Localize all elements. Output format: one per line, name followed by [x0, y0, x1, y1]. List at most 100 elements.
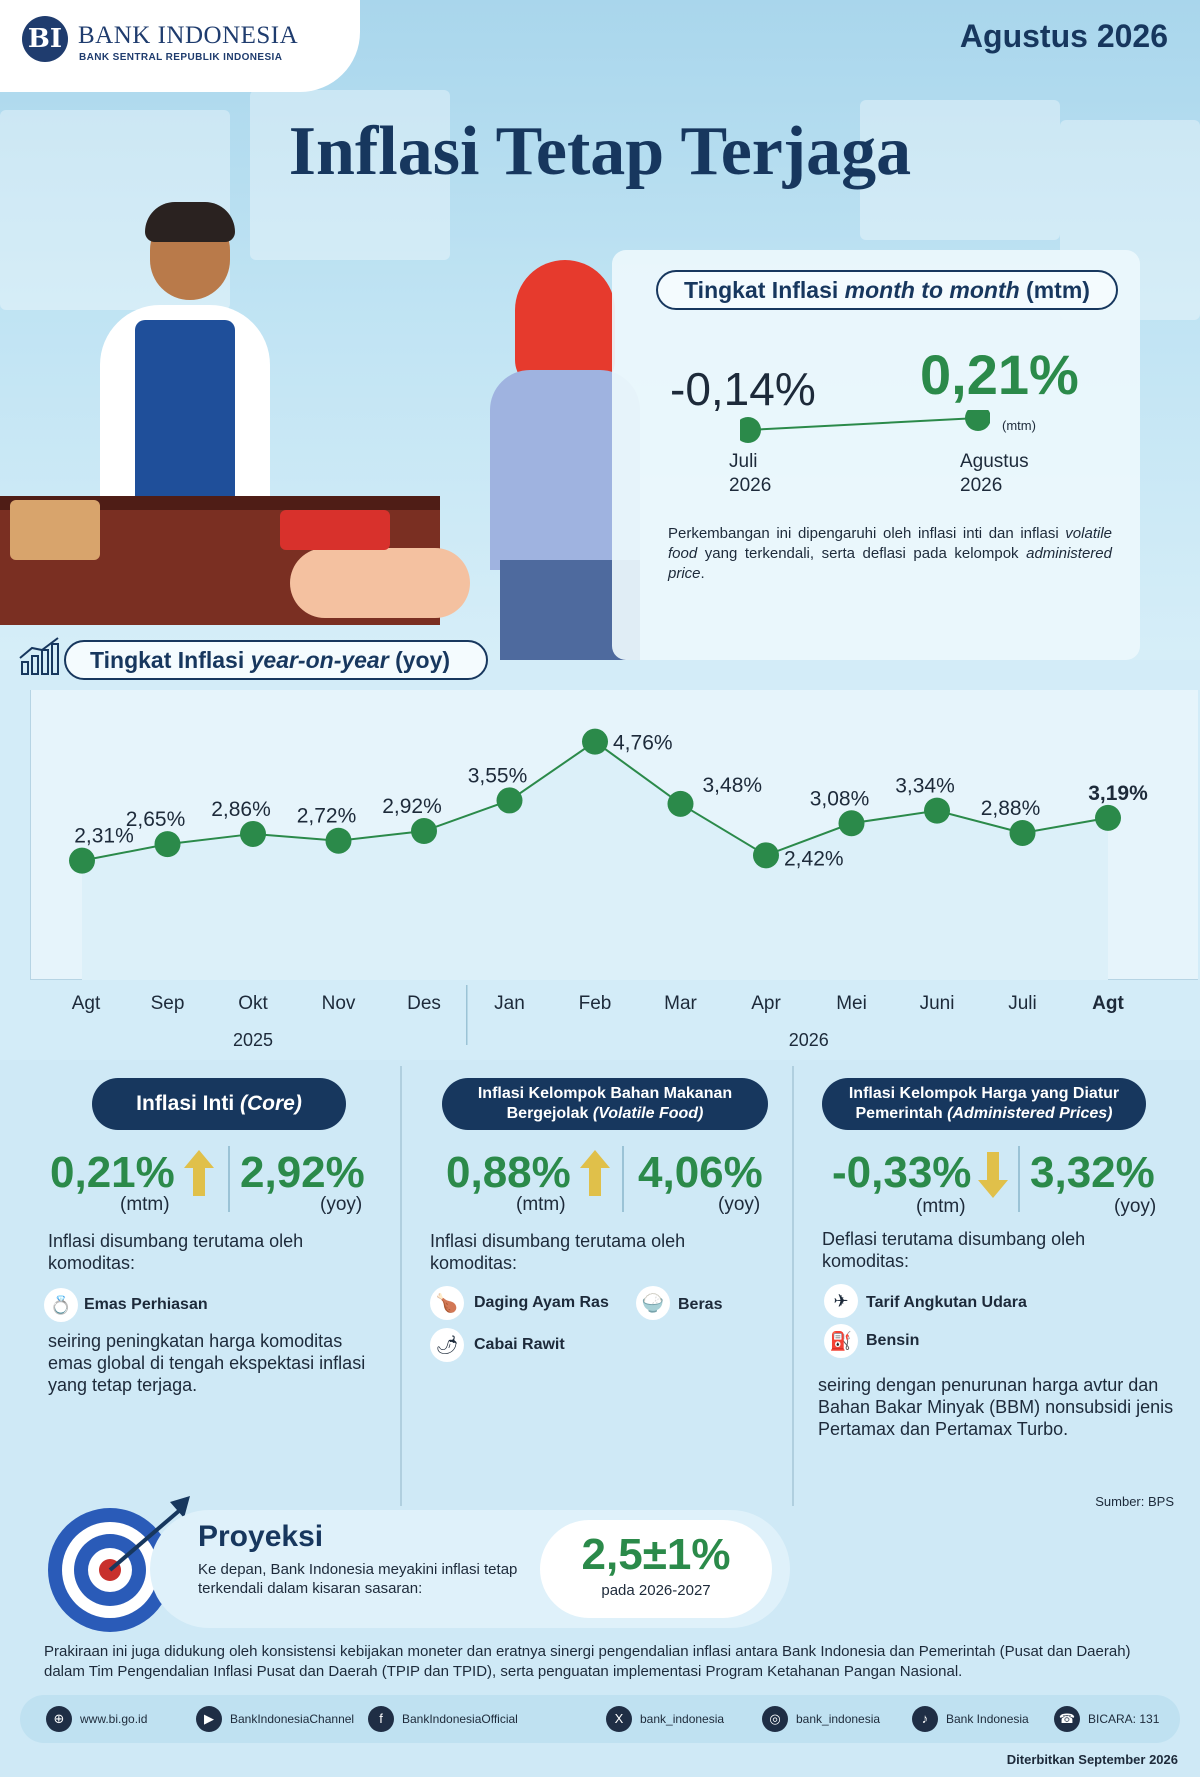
x-tick-label: Jan [494, 993, 525, 1014]
administered-title-italic: (Administered Prices) [947, 1105, 1113, 1122]
data-label: 2,42% [784, 847, 844, 870]
data-point[interactable] [69, 847, 95, 874]
data-point[interactable] [1009, 819, 1036, 846]
report-period: Agustus 2026 [959, 18, 1168, 54]
instagram-icon[interactable]: ◎ [762, 1706, 788, 1732]
x-icon[interactable]: X [606, 1706, 632, 1732]
data-point[interactable] [325, 827, 352, 854]
social-link[interactable]: www.bi.go.id [80, 1712, 148, 1726]
social-link[interactable]: bank_indonesia [640, 1712, 725, 1726]
data-label: 3,55% [468, 764, 528, 787]
data-point[interactable] [1095, 804, 1121, 831]
volatile-title-line2: Bergejolak [506, 1105, 593, 1122]
projection-text: Ke depan, Bank Indonesia meyakini inflas… [198, 1561, 518, 1597]
tiktok-icon[interactable]: ♪ [912, 1706, 938, 1732]
x-tick-label: Sep [151, 993, 185, 1014]
social-link[interactable]: bank_indonesia [796, 1712, 881, 1726]
globe-icon[interactable]: ⊕ [46, 1706, 72, 1732]
data-label: 2,65% [126, 808, 186, 831]
volatile-item: Cabai Rawit [474, 1336, 565, 1353]
target-icon [48, 1496, 190, 1632]
facebook-icon[interactable]: f [368, 1706, 394, 1732]
mtm-card [612, 250, 1140, 660]
mtm-desc-italic: volatile food [668, 525, 1112, 562]
social-link[interactable]: BankIndonesiaOfficial [402, 1712, 518, 1726]
data-point[interactable] [667, 790, 694, 817]
data-label: 3,19% [1088, 782, 1148, 805]
youtube-icon[interactable]: ▶ [196, 1706, 222, 1732]
egg-tray [10, 500, 100, 560]
data-point[interactable] [753, 842, 779, 869]
data-point[interactable] [411, 818, 437, 845]
volatile-mtm-value: 0,88% [446, 1148, 571, 1197]
mtm-prev-month: Juli [729, 451, 758, 472]
published-date: Diterbitkan September 2026 [1006, 1752, 1178, 1767]
yoy-line-chart: 2,31% Agt 2,65% Sep 2,86% Okt 2,72% Nov 2,92% Des… [69, 728, 1148, 1050]
data-point[interactable] [838, 810, 865, 837]
chili-icon: 🌶 [430, 1328, 464, 1362]
growth-chart-icon [19, 637, 59, 675]
social-link[interactable]: BankIndonesiaChannel [230, 1712, 355, 1726]
year-group-label: 2026 [789, 1030, 829, 1050]
data-point[interactable] [582, 728, 608, 755]
volatile-yoy-unit: (yoy) [718, 1194, 761, 1215]
org-subtitle: BANK SENTRAL REPUBLIK INDONESIA [79, 52, 283, 63]
mtm-cur-value: 0,21% [920, 343, 1079, 406]
administered-yoy-unit: (yoy) [1114, 1196, 1157, 1217]
data-label: 2,72% [297, 805, 357, 828]
yoy-heading: Tingkat Inflasi year-on-year (yoy) [64, 640, 488, 680]
data-label: 4,76% [613, 732, 673, 755]
series-area [82, 741, 1108, 980]
administered-title-line1: Inflasi Kelompok Harga yang Diatur [848, 1085, 1120, 1102]
down-arrow-icon [978, 1152, 1008, 1198]
yoy-heading-italic: year-on-year [250, 647, 389, 673]
administered-title: Inflasi Kelompok Harga yang Diatur Pemeri… [822, 1078, 1146, 1130]
up-arrow-icon [580, 1150, 610, 1196]
bicara-icon[interactable]: ☎ [1054, 1706, 1080, 1732]
rice-icon: 🍚 [636, 1286, 670, 1320]
mtm-desc-part: . [700, 565, 705, 582]
mtm-heading-prefix: Tingkat Inflasi [684, 277, 845, 303]
data-point[interactable] [924, 797, 950, 824]
up-arrow-icon [184, 1150, 214, 1196]
source-note: Sumber: BPS [1095, 1494, 1174, 1509]
column-divider [400, 1066, 402, 1506]
value-separator [622, 1146, 624, 1212]
projection-period: pada 2026-2027 [601, 1582, 711, 1599]
mtm-prev-year: 2026 [729, 475, 772, 496]
butcher-figure [90, 202, 280, 520]
mtm-cur-point [965, 410, 990, 431]
footnote: Prakiraan ini juga didukung oleh konsist… [44, 1643, 1131, 1680]
core-item: Emas Perhiasan [84, 1296, 208, 1313]
social-link[interactable]: BICARA: 131 [1088, 1712, 1160, 1726]
mtm-connector [740, 410, 990, 443]
data-label: 3,08% [810, 787, 870, 810]
mtm-cur-month: Agustus [960, 451, 1029, 472]
projection-title: Proyeksi [198, 1520, 324, 1553]
yoy-heading-suffix: (yoy) [388, 647, 451, 673]
mtm-heading: Tingkat Inflasi month to month (mtm) [656, 270, 1118, 310]
volatile-title-line1: Inflasi Kelompok Bahan Makanan [477, 1085, 733, 1102]
core-title-italic: (Core) [240, 1092, 302, 1115]
data-point[interactable] [240, 820, 266, 847]
data-label: 2,92% [382, 795, 442, 818]
volatile-title: Inflasi Kelompok Bahan Makanan Bergejolak… [442, 1078, 768, 1130]
scale [280, 510, 390, 550]
mtm-cur-unit: (mtm) [1002, 418, 1036, 433]
x-tick-label: Des [407, 993, 441, 1014]
volatile-intro: Inflasi disumbang terutama oleh komodita… [430, 1231, 686, 1273]
yoy-heading-prefix: Tingkat Inflasi [90, 647, 251, 673]
core-mtm-value: 0,21% [50, 1148, 175, 1197]
social-link[interactable]: Bank Indonesia [946, 1712, 1029, 1726]
x-tick-label: Mei [836, 993, 867, 1014]
administered-intro: Deflasi terutama disumbang oleh komodita… [822, 1229, 1086, 1271]
core-note: seiring peningkatan harga komoditas emas… [48, 1331, 366, 1395]
projection-target-box [540, 1520, 772, 1618]
chicken-icon: 🍗 [430, 1286, 464, 1320]
data-point[interactable] [154, 831, 181, 858]
org-name: BANK INDONESIA [78, 22, 299, 49]
x-tick-label: Agt [1092, 993, 1124, 1014]
data-label: 2,86% [211, 798, 271, 821]
data-point[interactable] [496, 787, 523, 814]
jewelry-icon: 💍 [44, 1288, 78, 1322]
